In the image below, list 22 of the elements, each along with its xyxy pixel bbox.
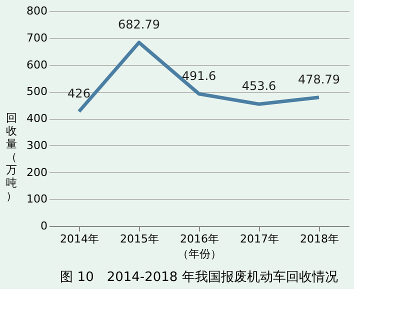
y-tick-label: 700 (26, 31, 48, 44)
text: 图 10 2014-2018 年我国报废机动车回收情况 (60, 270, 338, 285)
data-label: 491.6 (182, 68, 216, 83)
data-label: 426 (68, 86, 90, 101)
y-tick-label: 200 (26, 166, 48, 179)
y-tick-label: 800 (26, 4, 48, 18)
x-axis-title: （年份） (178, 248, 222, 260)
data-label: 453.6 (242, 79, 276, 94)
x-tick-label: 2017年 (240, 232, 279, 246)
y-tick-label: 0 (40, 220, 48, 232)
y-axis-title: 回收量（万吨） (6, 112, 17, 202)
y-tick-label: 400 (26, 112, 48, 125)
x-tick-label: 2018年 (300, 232, 339, 246)
y-tick-label: 300 (26, 138, 48, 152)
x-tick-label: 2014年 (60, 232, 99, 246)
x-tick-label: 2016年 (180, 232, 219, 246)
x-tick-label: 2015年 (120, 232, 159, 246)
data-label: 478.79 (298, 72, 340, 86)
y-tick-label: 600 (26, 58, 48, 72)
data-label: 682.79 (118, 18, 160, 32)
y-tick-label: 100 (26, 192, 48, 206)
y-tick-label: 500 (26, 85, 48, 98)
